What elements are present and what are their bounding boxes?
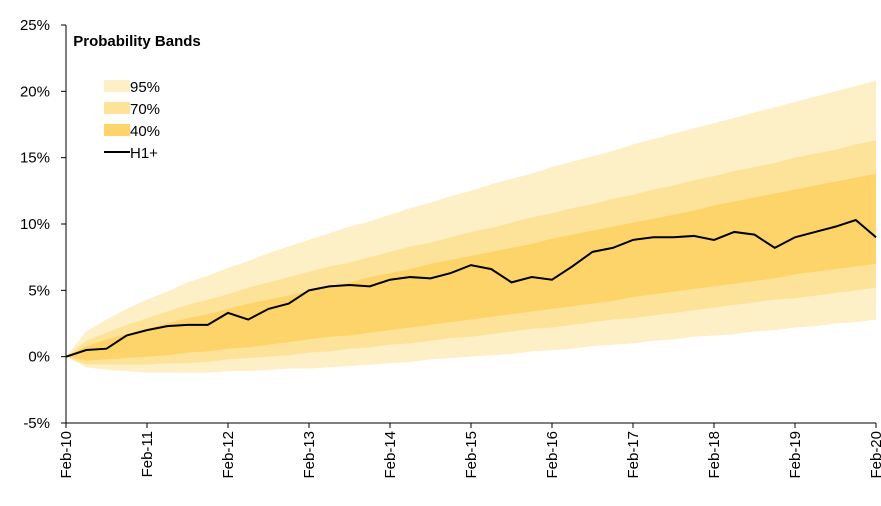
legend-label: 95% [130,79,160,96]
legend-swatch [104,102,130,114]
y-tick-label: -5% [23,415,50,432]
legend-label: H1+ [130,145,158,162]
line [65,218,877,358]
legend-swatch [104,80,130,92]
x-tick-label: Feb-14 [382,431,399,479]
x-tick-label: Feb-15 [463,431,480,479]
y-tick-label: 15% [20,150,50,167]
y-tick-label: 5% [28,282,50,299]
x-tick-label: Feb-19 [787,431,804,479]
legend-title: Probability Bands [73,33,201,50]
x-tick-label: Feb-16 [544,431,561,479]
legend-label: 40% [130,123,160,140]
x-tick-label: Feb-17 [625,431,642,479]
x-tick-label: Feb-10 [58,431,75,479]
y-tick-label: 25% [20,17,50,34]
y-tick-label: 10% [20,216,50,233]
x-tick-label: Feb-11 [139,431,156,477]
band-area [66,173,876,361]
y-tick-label: 20% [20,83,50,100]
legend-swatch [104,124,130,136]
legend-label: 70% [130,101,160,118]
x-tick-label: Feb-13 [301,431,318,479]
x-tick-label: Feb-12 [220,431,237,479]
x-tick-label: Feb-20 [868,431,881,479]
y-tick-label: 0% [28,349,50,366]
x-tick-label: Feb-18 [706,431,723,479]
